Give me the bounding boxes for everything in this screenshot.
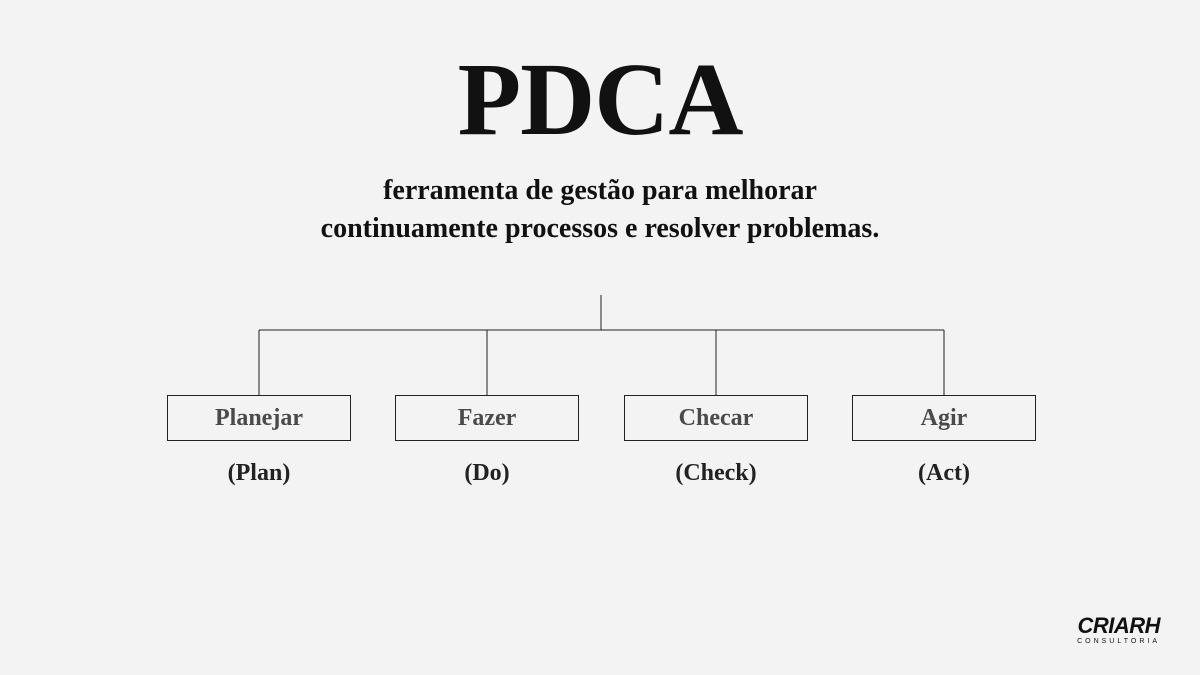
tree-node-label: Checar bbox=[679, 405, 754, 432]
tree-node-label: Agir bbox=[921, 405, 968, 432]
tree-node: Fazer bbox=[395, 395, 579, 441]
tree-node-label: Planejar bbox=[215, 405, 303, 432]
tree-node: Agir bbox=[852, 395, 1036, 441]
brand-logo: CRIARH CONSULTORIA bbox=[1077, 615, 1160, 645]
tree-node: Checar bbox=[624, 395, 808, 441]
tree-node: Planejar bbox=[167, 395, 351, 441]
tree-node-sublabel: (Plan) bbox=[167, 460, 351, 487]
tree-node-sublabel: (Act) bbox=[852, 460, 1036, 487]
tree-connectors bbox=[0, 0, 1200, 675]
brand-logo-main: CRIARH bbox=[1077, 615, 1160, 637]
tree-node-label: Fazer bbox=[458, 405, 517, 432]
tree-node-sublabel: (Check) bbox=[624, 460, 808, 487]
brand-logo-sub: CONSULTORIA bbox=[1077, 638, 1160, 645]
tree-node-sublabel: (Do) bbox=[395, 460, 579, 487]
